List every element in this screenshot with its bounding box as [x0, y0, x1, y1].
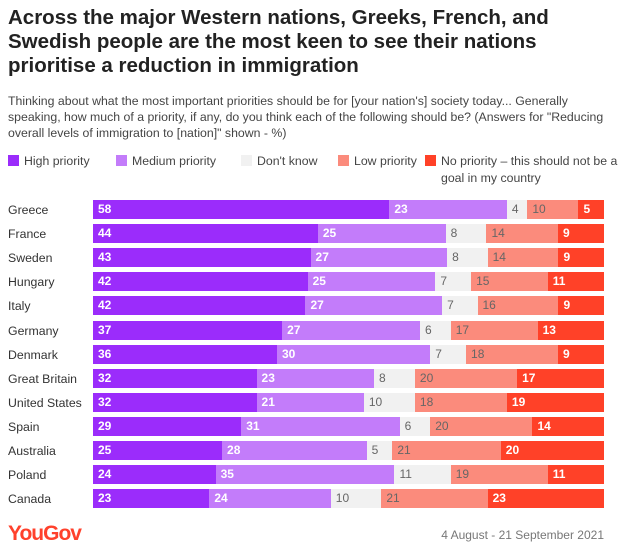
bar-segment: 14 [532, 416, 605, 436]
chart-title: Across the major Western nations, Greeks… [8, 6, 549, 77]
bar-segment: 9 [558, 248, 605, 268]
bar-segment: 21 [256, 392, 365, 412]
bar-segment: 17 [517, 368, 605, 388]
bar-segment: 8 [374, 368, 416, 388]
category-label: Poland [8, 468, 47, 483]
bar-segment: 7 [430, 344, 467, 364]
category-label: Great Britain [8, 371, 78, 386]
category-label: Italy [8, 299, 31, 314]
bar-segment: 8 [445, 224, 487, 244]
legend-label: Low priority [354, 154, 417, 168]
bar-segment: 27 [310, 248, 448, 268]
yougov-logo: YouGov [8, 522, 82, 545]
bar-segment: 20 [430, 416, 533, 436]
bar-segment: 24 [209, 489, 332, 509]
bar-segment: 15 [471, 272, 549, 292]
bar-segment: 32 [93, 392, 258, 412]
category-label: Greece [8, 203, 49, 217]
legend-item: Low priority [338, 153, 423, 170]
bar-segment: 6 [420, 320, 452, 340]
legend-label: High priority [24, 154, 90, 168]
bar-segment: 17 [450, 320, 539, 340]
bar-segment: 42 [93, 272, 309, 292]
bar-segment: 23 [389, 200, 508, 219]
chart-subtitle: Thinking about what the most important p… [8, 94, 604, 140]
bar-segment: 10 [527, 200, 579, 219]
legend-label: No priority – this should not be a goal … [441, 154, 618, 185]
bar-segment: 14 [486, 224, 559, 244]
bar-segment: 31 [241, 416, 401, 436]
bar-segment: 19 [506, 392, 605, 412]
bar-segment: 4 [506, 200, 528, 219]
bar-segment: 29 [93, 416, 242, 436]
bar-segment: 5 [366, 441, 393, 460]
legend-item: No priority – this should not be a goal … [425, 153, 620, 187]
bar-segment: 20 [500, 441, 605, 460]
bar-segment: 24 [93, 465, 217, 485]
bar-segment: 27 [282, 320, 421, 340]
legend-item: Don't know [241, 153, 336, 170]
category-label: France [8, 227, 47, 242]
legend-label: Don't know [257, 154, 318, 168]
legend-swatch [241, 155, 252, 166]
date-range: 4 August - 21 September 2021 [441, 528, 604, 542]
bar-segment: 28 [222, 441, 368, 460]
bar-segment: 19 [450, 465, 549, 485]
bar-segment: 23 [256, 368, 375, 388]
bar-segment: 35 [215, 465, 395, 485]
bar-segment: 58 [93, 200, 390, 219]
legend-item: Medium priority [116, 153, 236, 170]
bar-segment: 13 [537, 320, 605, 340]
bar-segment: 8 [447, 248, 489, 268]
bar-segment: 10 [363, 392, 416, 412]
bar-segment: 25 [307, 272, 436, 292]
bar-segment: 10 [330, 489, 382, 509]
bar-segment: 7 [435, 272, 472, 292]
category-label: Germany [8, 323, 59, 338]
bar-segment: 23 [487, 489, 605, 509]
bar-segment: 20 [414, 368, 518, 388]
category-label: Denmark [8, 347, 58, 362]
legend-label: Medium priority [132, 154, 217, 168]
category-label: United States [8, 395, 82, 410]
bar-segment: 9 [558, 344, 605, 364]
bar-segment: 16 [477, 296, 559, 316]
bar-segment: 43 [93, 248, 312, 268]
bar-segment: 18 [466, 344, 559, 364]
bar-segment: 36 [93, 344, 278, 364]
category-label: Sweden [8, 251, 53, 266]
bar-segment: 30 [276, 344, 431, 364]
category-label: Australia [8, 444, 56, 458]
bar-segment: 7 [442, 296, 478, 316]
bar-segment: 25 [93, 441, 223, 460]
bar-segment: 42 [93, 296, 306, 316]
bar-segment: 14 [487, 248, 559, 268]
bar-segment: 11 [547, 465, 605, 485]
category-label: Hungary [8, 275, 55, 290]
bar-segment: 6 [399, 416, 431, 436]
bar-segment: 44 [93, 224, 319, 244]
bar-segment: 23 [93, 489, 210, 509]
legend-swatch [425, 155, 436, 166]
bar-segment: 11 [547, 272, 605, 292]
bar-segment: 9 [558, 224, 605, 244]
legend-item: High priority [8, 153, 108, 170]
category-label: Spain [8, 419, 40, 434]
category-label: Canada [8, 492, 52, 507]
bar-segment: 25 [317, 224, 447, 244]
bar-segment: 9 [558, 296, 605, 316]
legend-swatch [8, 155, 19, 166]
bar-segment: 18 [414, 392, 508, 412]
legend-swatch [338, 155, 349, 166]
bar-segment: 21 [392, 441, 502, 460]
bar-segment: 21 [381, 489, 489, 509]
bar-segment: 27 [305, 296, 443, 316]
bar-segment: 32 [93, 368, 258, 388]
bar-segment: 11 [394, 465, 452, 485]
bar-segment: 5 [578, 200, 605, 219]
bar-segment: 37 [93, 320, 283, 340]
legend-swatch [116, 155, 127, 166]
